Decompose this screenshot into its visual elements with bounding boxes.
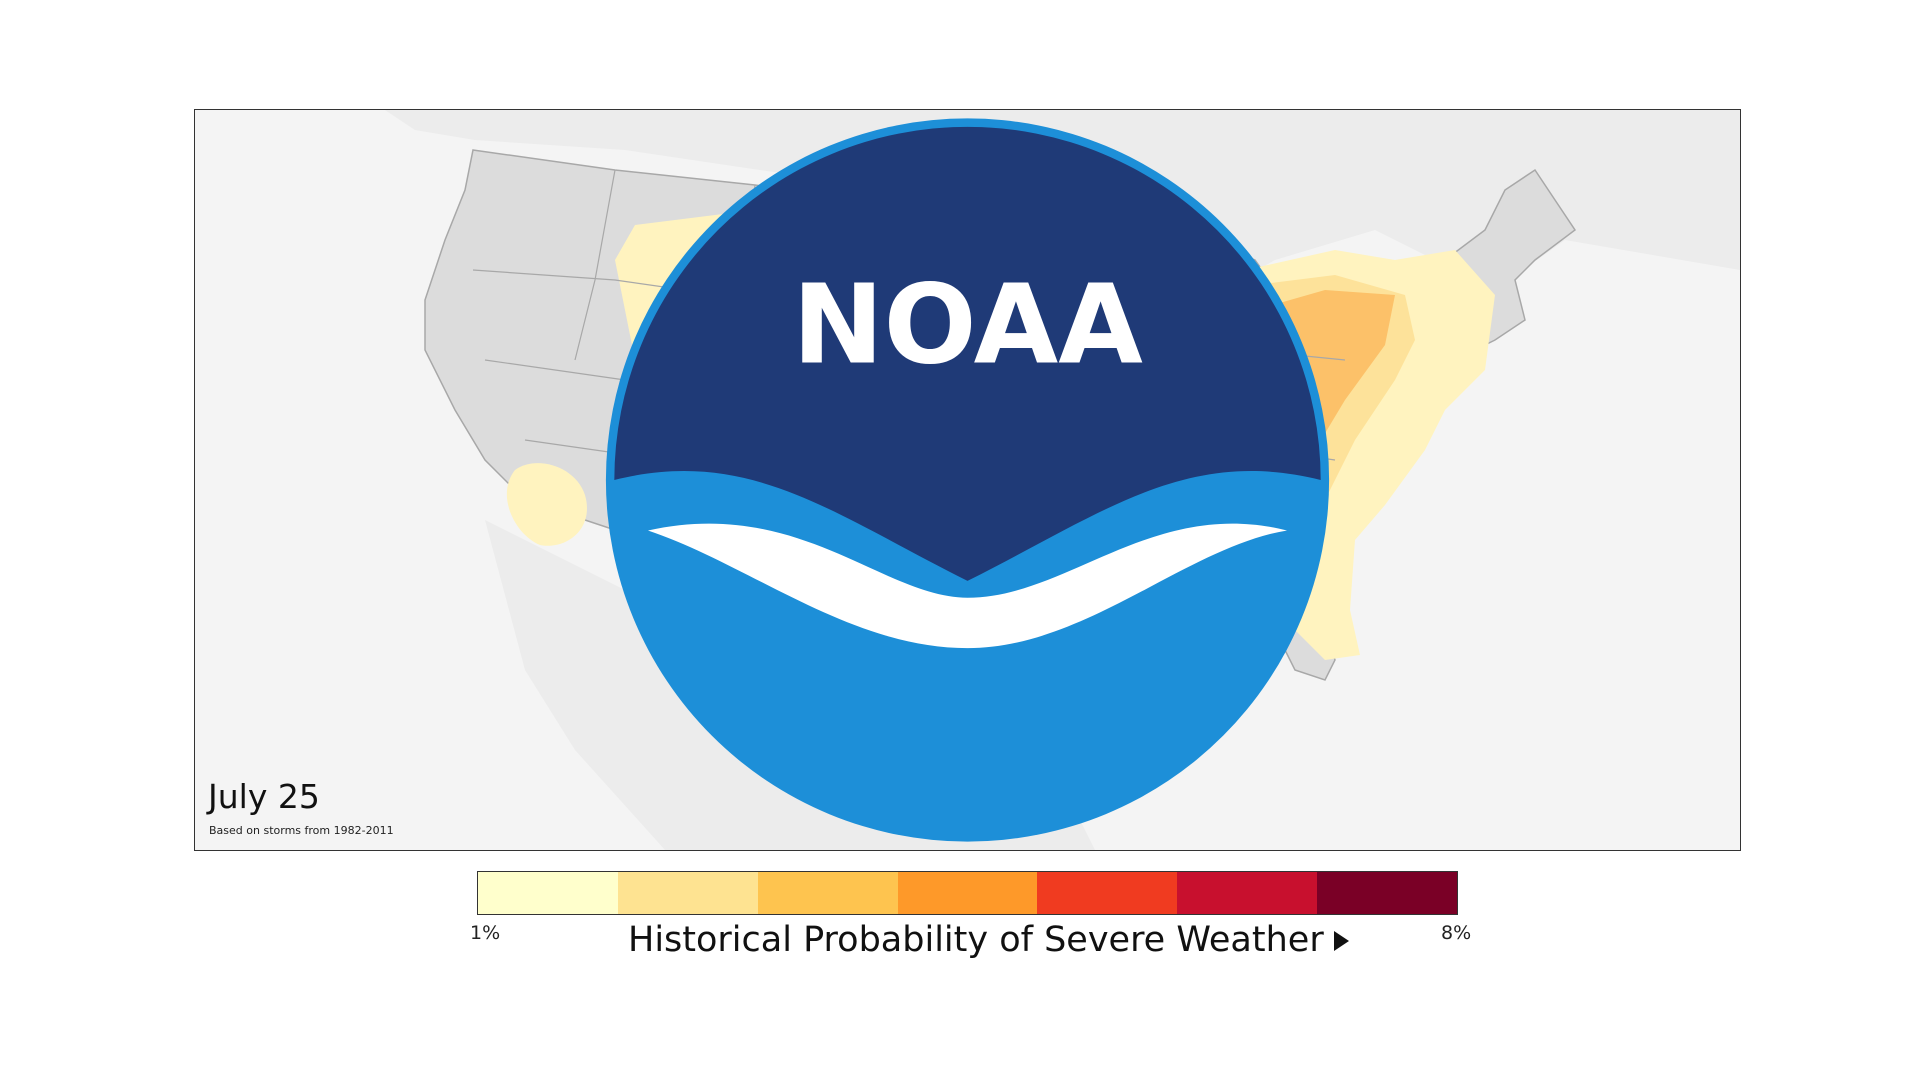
noaa-logo-text: NOAA xyxy=(792,261,1143,388)
contour-level-1-west xyxy=(506,463,587,546)
legend-max-label: 8% xyxy=(1441,922,1472,944)
legend-min-label: 1% xyxy=(470,922,501,944)
legend-swatch-2 xyxy=(617,872,758,914)
legend-swatch-1 xyxy=(478,872,618,914)
map-subtitle: Based on storms from 1982-2011 xyxy=(209,824,394,837)
legend-title: Historical Probability of Severe Weather xyxy=(628,920,1349,960)
legend-swatch-7 xyxy=(1317,872,1458,914)
legend-swatch-5 xyxy=(1037,872,1178,914)
map-panel: July 25 Based on storms from 1982-2011 N… xyxy=(194,109,1741,851)
legend-swatch-3 xyxy=(757,872,898,914)
legend-swatch-6 xyxy=(1177,872,1318,914)
play-arrow-icon xyxy=(1333,931,1349,951)
legend-color-bar xyxy=(477,871,1458,915)
legend-title-text: Historical Probability of Severe Weather xyxy=(628,920,1324,960)
legend-swatch-4 xyxy=(897,872,1038,914)
map-date-label: July 25 xyxy=(208,777,320,816)
noaa-logo-icon: NOAA xyxy=(605,118,1330,842)
